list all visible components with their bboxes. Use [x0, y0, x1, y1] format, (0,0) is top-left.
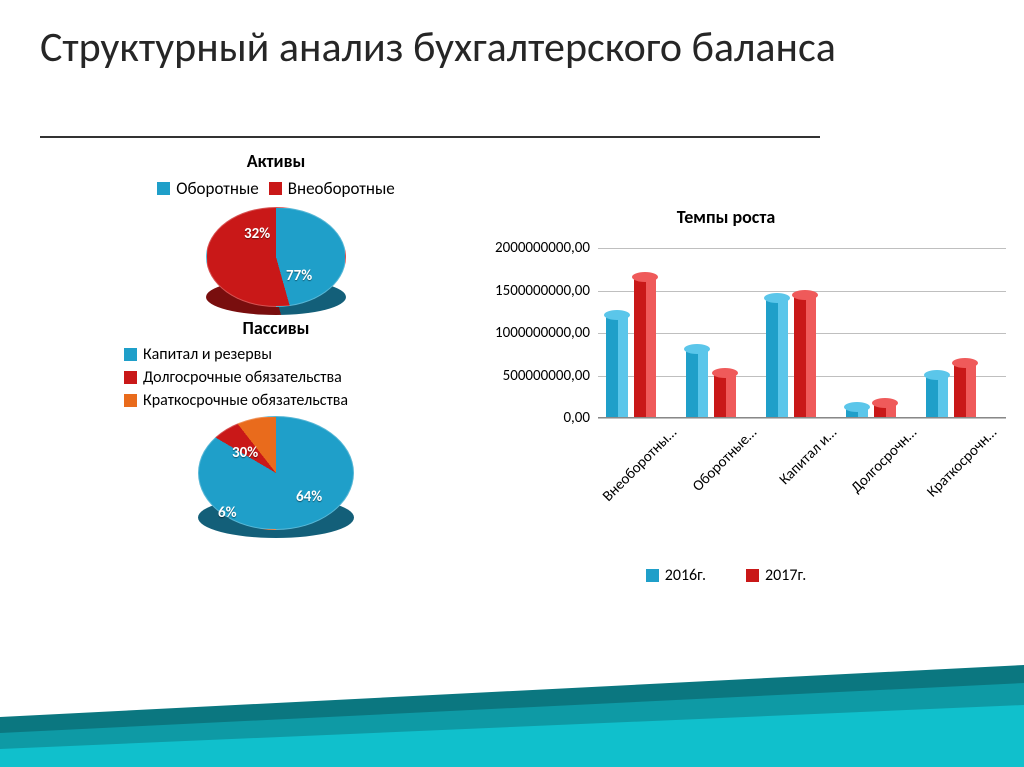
- pie2-legend-item-2: Краткосрочные обязательства: [124, 391, 456, 410]
- bar-y-tick: 2000000000,00: [495, 239, 590, 257]
- bar-legend-label-1: 2017г.: [765, 566, 806, 585]
- bar: [954, 363, 976, 417]
- pie1-legend: Оборотные Внеоборотные: [96, 178, 456, 199]
- square-icon: [269, 182, 282, 195]
- bar-x-tick: Капитал и…: [750, 424, 841, 515]
- bar-legend-label-0: 2016г.: [665, 566, 706, 585]
- bar: [686, 349, 708, 417]
- bar: [766, 298, 788, 417]
- pie-slice-label: 77%: [286, 267, 312, 285]
- pie1-legend-item-1: Внеоборотные: [269, 178, 395, 199]
- pie-slice-label: 30%: [232, 444, 258, 462]
- square-icon: [124, 394, 137, 407]
- bar-title: Темпы роста: [446, 206, 1006, 228]
- slide-decoration: [0, 657, 1024, 767]
- square-icon: [124, 348, 137, 361]
- bar-legend: 2016г. 2017г.: [446, 566, 1006, 585]
- square-icon: [157, 182, 170, 195]
- bar-y-tick: 1500000000,00: [495, 282, 590, 300]
- bar: [714, 373, 736, 417]
- bar-y-tick: 500000000,00: [503, 367, 590, 385]
- square-icon: [124, 371, 137, 384]
- bar-plot: [598, 248, 1006, 418]
- bar-legend-item-1: 2017г.: [746, 566, 806, 585]
- pie2-legend-label-0: Капитал и резервы: [143, 345, 272, 364]
- pie2-chart: 64% 6% 30%: [198, 416, 354, 530]
- pie1-legend-label-1: Внеоборотные: [288, 178, 395, 199]
- square-icon: [746, 569, 759, 582]
- bar-x-tick: Долгосрочн…: [830, 424, 921, 515]
- pie2-legend-label-1: Долгосрочные обязательства: [143, 368, 342, 387]
- bar-x-tick: Краткосрочн…: [910, 424, 1001, 515]
- pie1-legend-item-0: Оборотные: [157, 178, 259, 199]
- title-underline: [40, 136, 820, 138]
- pie-slice-label: 6%: [218, 504, 237, 522]
- slide-title: Структурный анализ бухгалтерского баланс…: [40, 24, 984, 72]
- left-column: Активы Оборотные Внеоборотные 77% 32% Пас…: [96, 150, 456, 540]
- bar: [846, 407, 868, 417]
- bar: [606, 315, 628, 417]
- bar-x-axis: Внеоборотны…Оборотные…Капитал и…Долгосро…: [598, 418, 1006, 484]
- pie1-legend-label-0: Оборотные: [176, 178, 259, 199]
- pie2-title: Пассивы: [96, 317, 456, 339]
- bar-y-axis: 0,00500000000,001000000000,001500000000,…: [446, 248, 596, 418]
- pie1-title: Активы: [96, 150, 456, 172]
- bar-y-tick: 1000000000,00: [495, 324, 590, 342]
- bar-chart: 0,00 500000000,00 1000000000,00 1500000000,…: [446, 248, 1006, 476]
- pie2-legend-item-1: Долгосрочные обязательства: [124, 368, 456, 387]
- bar-x-tick: Оборотные…: [670, 424, 761, 515]
- pie2-legend: Капитал и резервы Долгосрочные обязатель…: [124, 345, 456, 410]
- pie-slice-label: 32%: [244, 225, 270, 243]
- pie1-chart: 77% 32%: [206, 207, 346, 307]
- square-icon: [646, 569, 659, 582]
- bar-legend-item-0: 2016г.: [646, 566, 706, 585]
- right-column: Темпы роста 0,00 500000000,00 1000000000,0…: [446, 206, 1006, 585]
- bar-x-tick: Внеоборотны…: [590, 424, 681, 515]
- bar: [634, 277, 656, 417]
- pie-slice-label: 64%: [296, 488, 322, 506]
- pie2-legend-label-2: Краткосрочные обязательства: [143, 391, 348, 410]
- pie2-legend-item-0: Капитал и резервы: [124, 345, 456, 364]
- bar-y-tick: 0,00: [563, 409, 590, 427]
- bar: [926, 375, 948, 418]
- bar: [874, 403, 896, 417]
- bar: [794, 295, 816, 417]
